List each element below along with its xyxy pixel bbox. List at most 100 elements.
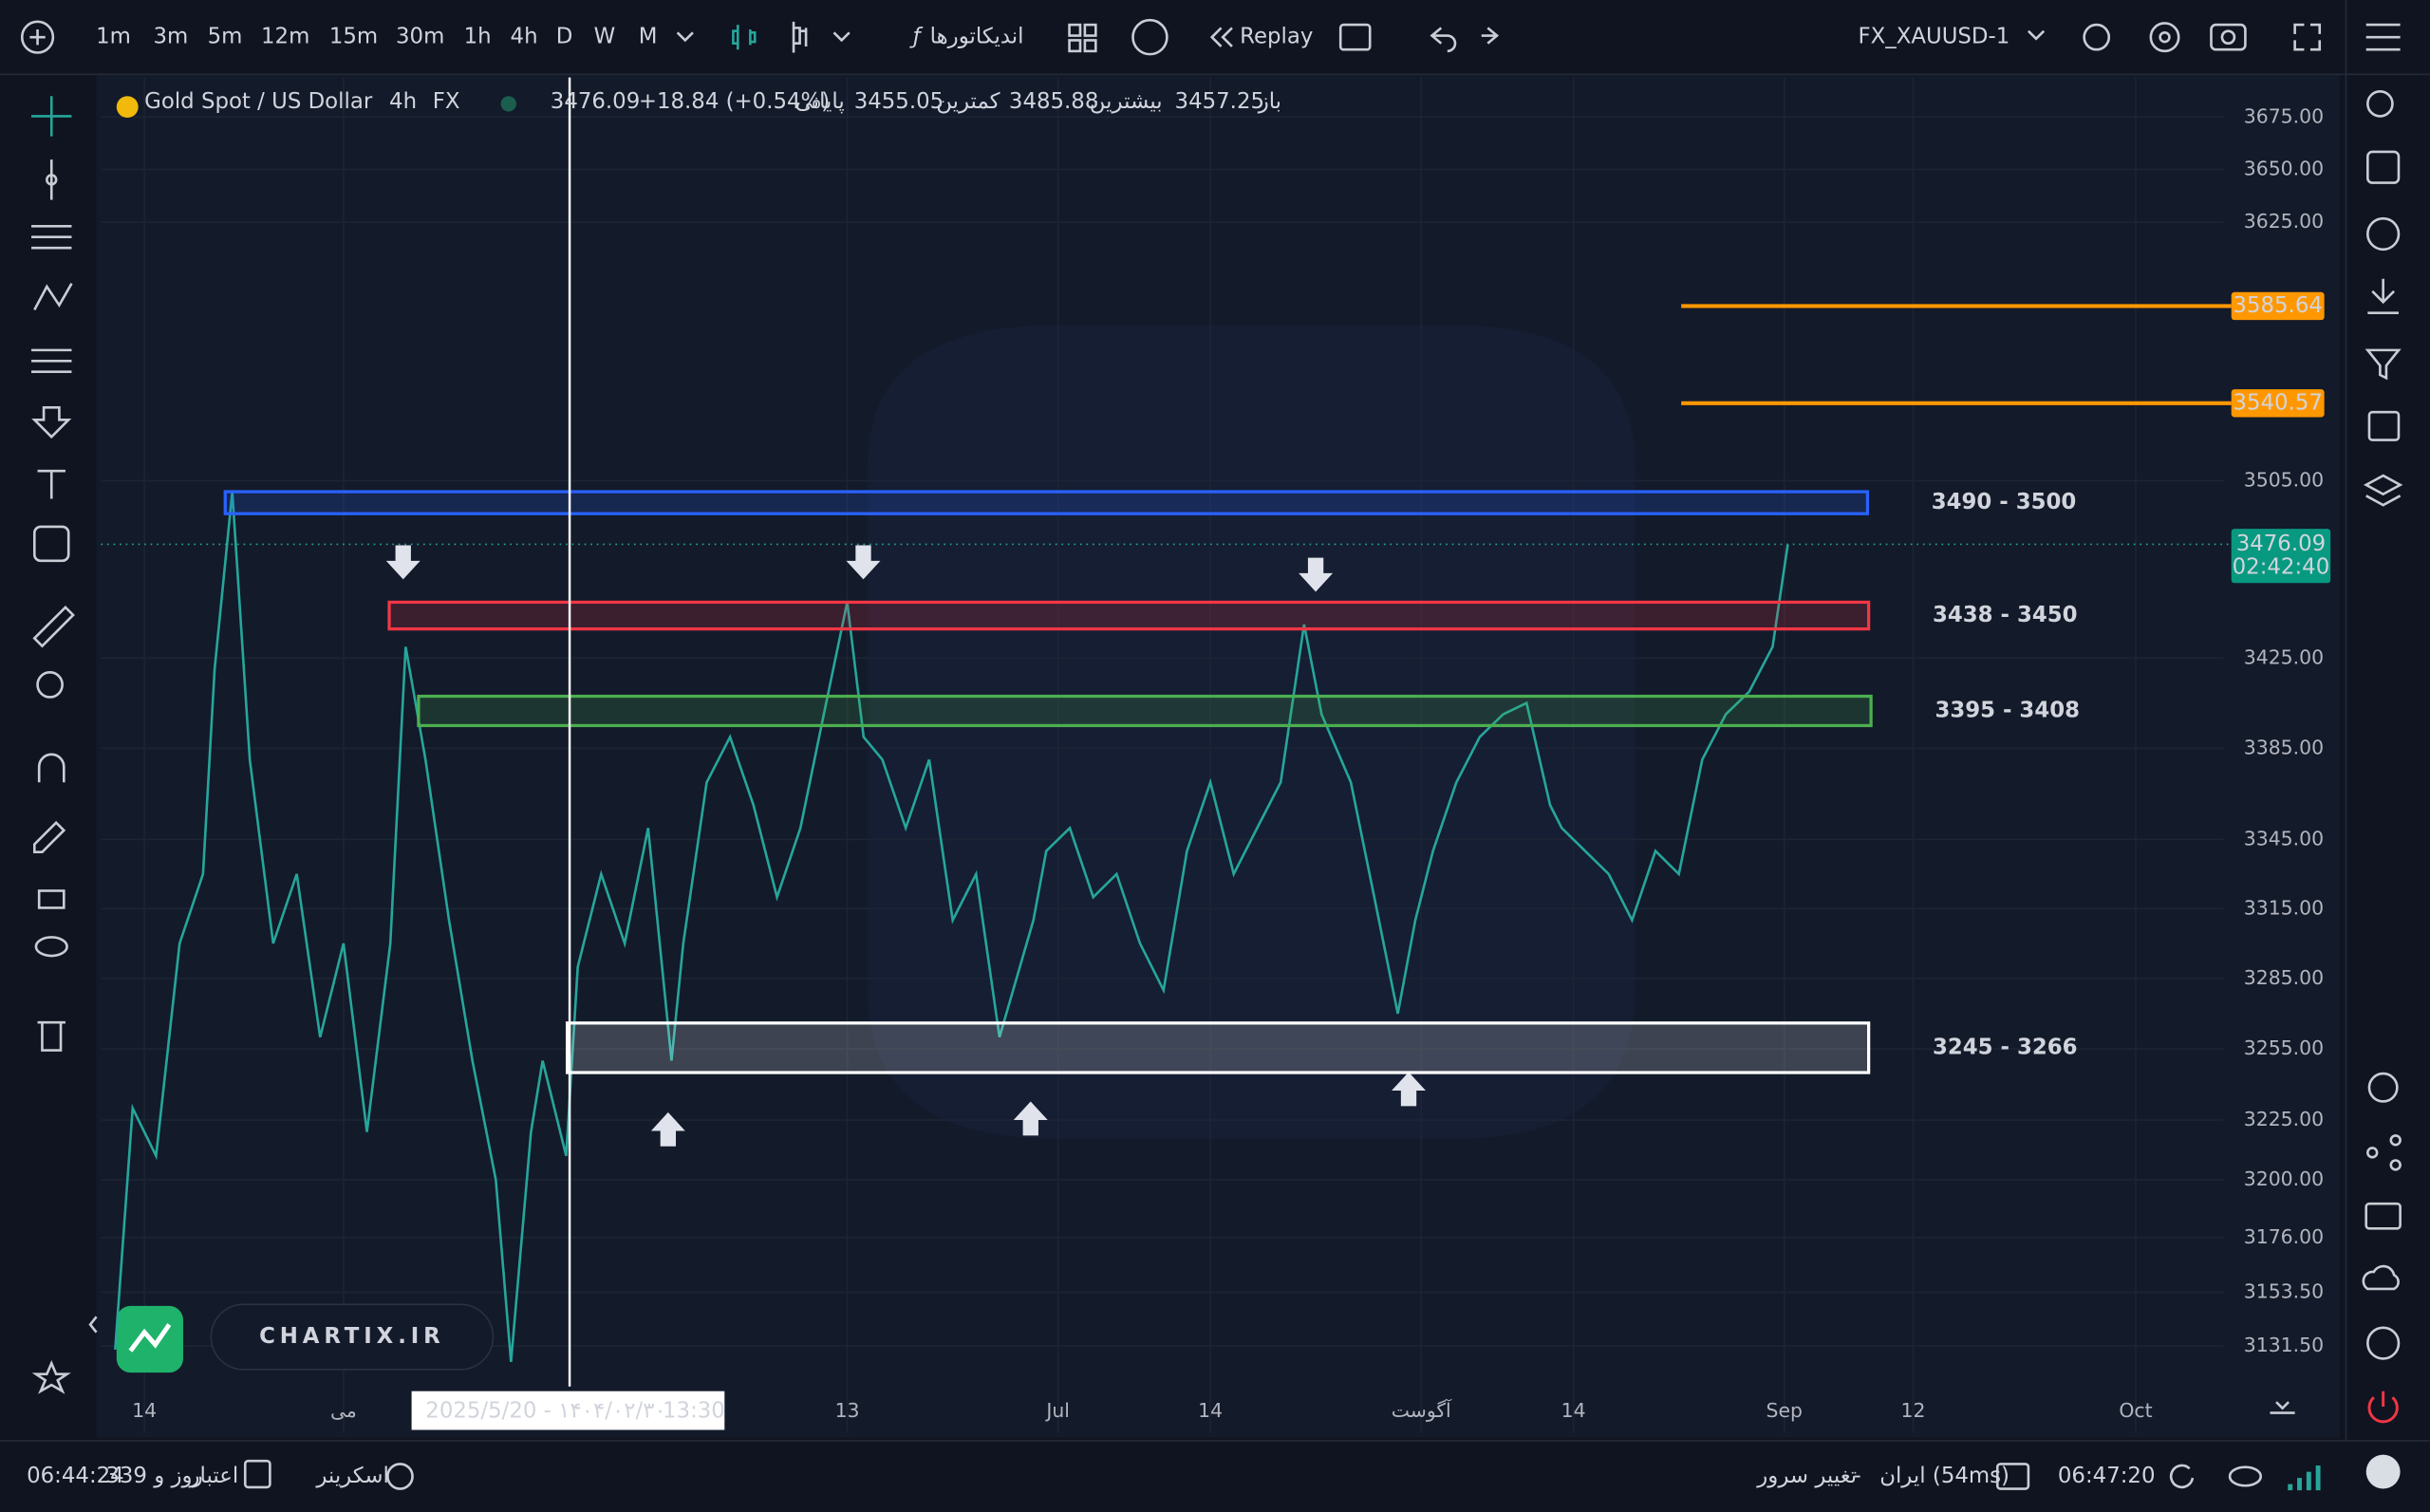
favorites[interactable]: [31, 1359, 71, 1394]
legend-high: 3485.88: [1009, 89, 1098, 114]
line-tool-dot: [46, 174, 58, 186]
candle-type-button[interactable]: [732, 25, 757, 50]
fib-tool[interactable]: [31, 224, 72, 250]
timeframe-button[interactable]: 1h: [464, 25, 492, 49]
x-tick-label: Oct: [2119, 1399, 2152, 1422]
timeframe-button[interactable]: 15m: [329, 25, 378, 49]
rect-button[interactable]: [1338, 23, 1372, 51]
y-tick-label: 3200.00: [2244, 1167, 2324, 1190]
up-arrow: [1013, 1101, 1048, 1136]
symbol-icon: [116, 96, 139, 119]
zoom-tool[interactable]: [36, 671, 64, 699]
legend-exchange: FX: [433, 89, 460, 114]
replay-button[interactable]: Replay: [1240, 25, 1313, 49]
ruler-tool[interactable]: [32, 605, 75, 648]
screener-icon[interactable]: [386, 1463, 414, 1490]
price-line: [114, 491, 1789, 1362]
arrow-tool[interactable]: [31, 405, 72, 439]
y-tick-label: 3315.00: [2244, 896, 2324, 919]
level-badge: [2231, 389, 2325, 418]
y-tick-label: 3153.50: [2244, 1279, 2324, 1302]
cloud-button[interactable]: [2362, 1264, 2400, 1291]
fullscreen-button[interactable]: [2293, 23, 2322, 51]
add-alert-button[interactable]: [2366, 216, 2401, 252]
layout-icon: [1083, 23, 1097, 37]
indicators-button[interactable]: اندیکاتورها: [930, 25, 1024, 49]
level-label: 3540.57: [2233, 390, 2322, 415]
calendar-button[interactable]: [2367, 410, 2401, 441]
status-screener[interactable]: اسکرینر: [315, 1464, 389, 1488]
alert-button[interactable]: [2083, 23, 2111, 51]
text-tool[interactable]: [37, 469, 65, 499]
undo-button[interactable]: [1430, 27, 1457, 53]
timeframe-button[interactable]: 12m: [261, 25, 309, 49]
menu-button[interactable]: [2365, 23, 2401, 51]
y-tick-label: 3505.00: [2244, 468, 2324, 491]
refresh-button[interactable]: [2169, 1464, 2195, 1489]
download-button[interactable]: [2367, 278, 2399, 315]
zone: [387, 600, 1871, 631]
price-button[interactable]: [2366, 150, 2401, 184]
filter-button[interactable]: [2365, 348, 2402, 381]
settings-button[interactable]: [2149, 22, 2180, 53]
symbol[interactable]: FX_XAUUSD-1: [1859, 25, 2010, 49]
up-arrow: [1392, 1072, 1426, 1107]
eye-button[interactable]: [2228, 1465, 2263, 1487]
plot: [101, 77, 2224, 1433]
search-button[interactable]: [2366, 89, 2394, 118]
hide-tool[interactable]: [34, 936, 68, 958]
timeframe-button[interactable]: 1m: [96, 25, 131, 49]
lock-tool[interactable]: [37, 889, 65, 909]
crosshair-time: 13:30: [663, 1398, 725, 1423]
layout-icon[interactable]: [1068, 23, 1082, 37]
axis-settings[interactable]: [2270, 1401, 2295, 1414]
timeframe-button[interactable]: W: [594, 25, 616, 49]
legend-close: 3476.09: [551, 89, 640, 114]
timeframe-button[interactable]: 3m: [154, 25, 189, 49]
delete-tool[interactable]: [37, 1020, 65, 1052]
up-arrow: [650, 1111, 685, 1147]
timeframe-button[interactable]: M: [639, 25, 658, 49]
down-arrow: [1299, 557, 1334, 592]
watermark-logo-mark: [128, 1323, 172, 1353]
level-badge: [2231, 291, 2325, 321]
timeframe-button[interactable]: D: [556, 25, 573, 49]
y-tick-label: 3176.00: [2244, 1225, 2324, 1248]
draw-lock-tool[interactable]: [32, 820, 66, 854]
zone-label: 3245 - 3266: [1933, 1035, 2078, 1059]
countdown: 02:42:40: [2233, 554, 2330, 579]
y-tick-label: 3675.00: [2244, 104, 2324, 127]
r-button[interactable]: [1131, 18, 1168, 56]
avatar[interactable]: [2365, 1454, 2401, 1489]
layers-button[interactable]: [2363, 474, 2403, 507]
pattern-tool[interactable]: [33, 283, 73, 311]
timeframe-button[interactable]: 30m: [396, 25, 444, 49]
fx-icon: ƒ: [909, 25, 924, 49]
status-change-server[interactable]: تغییر سرور: [1756, 1464, 1857, 1488]
redo-button[interactable]: [1481, 27, 1500, 45]
down-arrow: [846, 545, 881, 580]
add-button[interactable]: [20, 20, 55, 54]
collapse-button[interactable]: [88, 1316, 98, 1334]
emoji-tool[interactable]: [32, 525, 70, 563]
measure-tool[interactable]: [31, 348, 72, 374]
timeframe-button[interactable]: 4h: [511, 25, 538, 49]
support-button[interactable]: [2367, 1072, 2399, 1103]
power-button[interactable]: [2367, 1391, 2399, 1424]
news-button[interactable]: [2365, 1202, 2402, 1230]
share-button[interactable]: [2366, 1147, 2379, 1159]
crosshair-badge: [411, 1391, 725, 1430]
legend-low: 3455.05: [854, 89, 944, 114]
camera-button[interactable]: [2210, 23, 2247, 51]
crosshair-tool[interactable]: [31, 96, 72, 137]
y-tick-label: 3285.00: [2244, 966, 2324, 989]
y-tick-label: 3131.50: [2244, 1334, 2324, 1356]
chart-type-button[interactable]: [792, 21, 808, 53]
zone: [417, 694, 1873, 728]
info-button[interactable]: [2366, 1326, 2401, 1360]
down-arrow: [385, 545, 421, 580]
magnet-tool[interactable]: [37, 753, 65, 783]
timeframe-button[interactable]: 5m: [208, 25, 243, 49]
status-separator: -: [1853, 1464, 1860, 1488]
